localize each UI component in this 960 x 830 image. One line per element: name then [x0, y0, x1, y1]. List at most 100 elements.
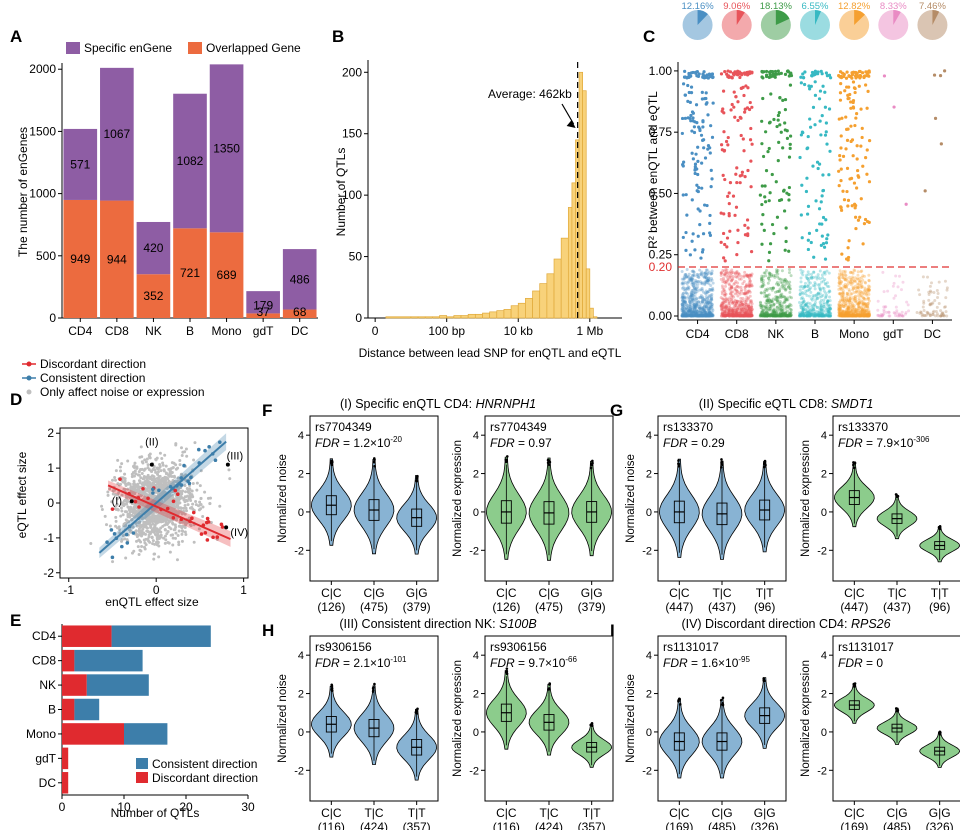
point-low	[722, 289, 726, 293]
point-low	[739, 274, 743, 278]
point-high	[764, 168, 769, 173]
point-low	[682, 314, 686, 318]
point-low	[683, 314, 687, 318]
point-low	[750, 284, 754, 288]
point-low	[705, 314, 709, 318]
point-low	[724, 284, 728, 288]
point-noise-or-expression	[195, 488, 199, 492]
point-high	[819, 200, 823, 204]
point-low	[705, 272, 709, 276]
point-low	[690, 312, 694, 316]
point-high	[746, 226, 750, 230]
point-high	[800, 236, 804, 240]
point-low	[828, 311, 832, 315]
point-low	[692, 314, 696, 318]
point-low	[760, 280, 764, 284]
point-low	[702, 290, 706, 294]
point-high	[699, 133, 704, 137]
point-high	[943, 69, 947, 73]
point-low	[686, 305, 690, 309]
histogram-bar	[460, 315, 469, 319]
point-low	[701, 314, 705, 318]
point-high	[725, 236, 730, 240]
point-high	[823, 257, 828, 261]
point-low	[698, 313, 702, 317]
point-low	[741, 314, 745, 318]
point-low	[728, 292, 732, 296]
point-low	[699, 314, 703, 318]
point-high	[857, 84, 861, 88]
point-noise-or-expression	[201, 505, 205, 509]
point-low	[706, 308, 710, 312]
point-low	[699, 293, 703, 297]
point-high	[783, 97, 788, 102]
point-low	[704, 289, 708, 293]
point-noise-or-expression	[157, 544, 161, 548]
point-high	[783, 121, 787, 125]
point-low	[693, 311, 697, 315]
point-low	[681, 281, 685, 285]
point-low	[808, 287, 812, 291]
point-high	[768, 242, 773, 246]
point-low	[727, 301, 731, 305]
point-low	[822, 271, 826, 275]
point-high	[744, 84, 748, 88]
point-low	[926, 312, 930, 316]
point-low	[818, 277, 822, 281]
point-low	[778, 287, 782, 291]
point-high	[839, 76, 844, 80]
point-low	[813, 281, 817, 285]
point-noise-or-expression	[191, 502, 195, 506]
point-low	[944, 296, 948, 300]
point-low	[702, 308, 706, 312]
point-high	[865, 172, 869, 176]
point-low	[681, 304, 685, 308]
point-low	[687, 277, 691, 281]
panel-label-g: G	[610, 401, 623, 420]
point-low	[701, 307, 705, 311]
point-low	[689, 275, 693, 279]
point-low	[702, 314, 706, 318]
point-low	[758, 300, 762, 304]
point-high	[767, 199, 771, 203]
point-low	[812, 270, 816, 274]
point-high	[700, 138, 705, 142]
point-low	[694, 297, 698, 301]
point-low	[704, 313, 708, 317]
point-low	[708, 309, 712, 313]
point-high	[817, 97, 822, 101]
point-low	[691, 309, 695, 313]
point-low	[710, 310, 714, 314]
point-low	[682, 299, 686, 303]
point-low	[703, 274, 707, 278]
point-low	[707, 276, 711, 280]
point-low	[818, 288, 822, 292]
point-high	[694, 70, 698, 74]
point-high	[853, 70, 858, 75]
point-low	[682, 288, 686, 292]
point-low	[827, 271, 831, 275]
point-low	[710, 314, 714, 318]
point-low	[736, 307, 740, 311]
point-high	[803, 70, 807, 74]
point-low	[704, 299, 708, 303]
point-low	[709, 304, 713, 308]
data-label-specific: 1067	[104, 127, 131, 141]
point-low	[689, 305, 693, 309]
point-low	[703, 282, 707, 286]
point-low	[694, 314, 698, 318]
data-label-specific: 420	[143, 241, 163, 255]
point-low	[697, 314, 701, 318]
point-high	[804, 189, 809, 194]
data-label-specific: 1082	[177, 154, 204, 168]
point-noise-or-expression	[161, 463, 165, 467]
point-high	[855, 186, 859, 190]
point-high	[773, 72, 777, 77]
point-low	[681, 314, 685, 318]
point-low	[691, 314, 695, 318]
point-low	[704, 304, 708, 308]
point-noise-or-expression	[139, 445, 143, 449]
point-noise-or-expression	[171, 503, 175, 507]
point-low	[691, 293, 695, 297]
point-low	[692, 305, 696, 309]
